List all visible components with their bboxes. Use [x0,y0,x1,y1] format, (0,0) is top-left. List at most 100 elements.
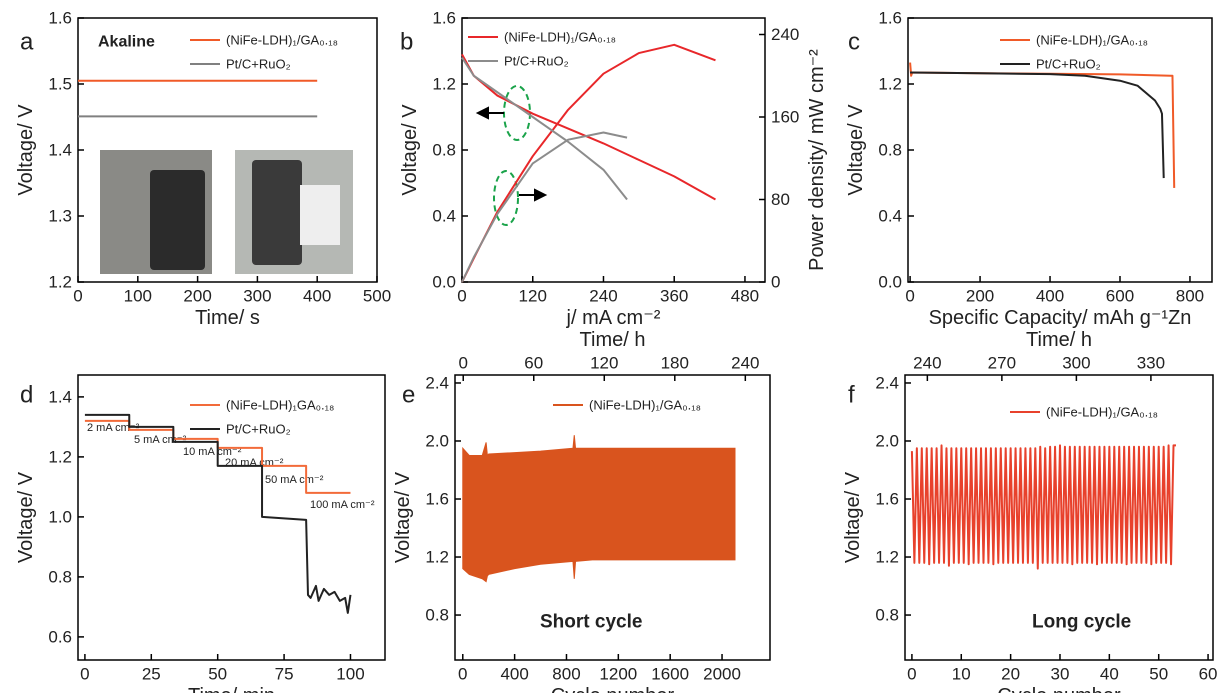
y-tick-label: 1.2 [48,447,72,466]
y-axis-label: Voltage/ V [399,104,421,196]
y-tick-label: 1.2 [425,548,449,567]
data-line [910,444,1176,570]
y-tick-label: 1.6 [432,9,456,28]
y2-tick-label: 240 [771,25,799,44]
x-tick-label: 50 [1149,665,1168,684]
legend-label: Pt/C+RuO₂ [1036,57,1101,72]
y-tick-label: 1.2 [48,273,72,292]
x2-tick-label: 300 [1062,354,1090,373]
x-tick-label: 0 [905,287,914,306]
inset-cell [300,185,340,245]
y-tick-label: 1.3 [48,207,72,226]
y-tick-label: 1.6 [48,9,72,28]
x-tick-label: 1200 [599,665,637,684]
y-tick-label: 2.4 [425,373,449,392]
x-tick-label: 0 [458,665,467,684]
x-tick-label: 0 [907,665,916,684]
y-axis-label: Voltage/ V [392,471,414,563]
x2-tick-label: 180 [661,354,689,373]
inset-meter [150,170,205,270]
y-tick-label: 0.4 [432,207,456,226]
x-tick-label: 40 [1100,665,1119,684]
x2-tick-label: 60 [524,354,543,373]
annotation: 2 mA cm⁻² [87,422,140,434]
y-tick-label: 0.8 [878,141,902,160]
y2-axis-label: Power density/ mW cm⁻² [806,49,828,271]
x-tick-label: 300 [243,287,271,306]
data-line [910,71,1165,179]
data-line [461,57,628,201]
x-tick-label: 75 [275,665,294,684]
y-tick-label: 0.6 [48,627,72,646]
y-tick-label: 2.4 [875,373,899,392]
inset-meter [252,160,302,265]
y-tick-label: 1.6 [425,490,449,509]
x-tick-label: 480 [731,287,759,306]
x-tick-label: 100 [336,665,364,684]
x-tick-label: 600 [1106,287,1134,306]
x2-axis-label: Time/ h [580,329,646,351]
legend-label: (NiFe-LDH)₁/GA₀.₁₈ [1046,405,1158,420]
y2-tick-label: 0 [771,273,780,292]
x2-tick-label: 240 [731,354,759,373]
y-tick-label: 1.0 [48,507,72,526]
y-tick-label: 0.0 [878,273,902,292]
x-tick-label: 800 [1176,287,1204,306]
legend-label: (NiFe-LDH)₁/GA₀.₁₈ [1036,33,1148,48]
x-tick-label: 30 [1051,665,1070,684]
x-tick-label: 500 [363,287,391,306]
y-axis-label: Voltage/ V [15,104,37,196]
x2-tick-label: 330 [1137,354,1165,373]
x2-axis-label: Time/ h [1026,329,1092,351]
x-tick-label: 10 [952,665,971,684]
x-tick-label: 200 [966,287,994,306]
plot-frame [454,374,771,661]
arrow [519,188,548,202]
x-axis-label: Time/ s [195,307,260,329]
plot-frame [904,374,1214,661]
x-tick-label: 400 [303,287,331,306]
y-tick-label: 1.4 [48,387,72,406]
annotation: 50 mA cm⁻² [265,474,324,486]
y-tick-label: 1.6 [878,9,902,28]
annotation: 10 mA cm⁻² [183,446,242,458]
x-tick-label: 0 [457,287,466,306]
legend-label: Pt/C+RuO₂ [226,422,291,437]
legend-label: (NiFe-LDH)₁/GA₀.₁₈ [226,33,338,48]
annotation: 20 mA cm⁻² [225,457,284,469]
x2-tick-label: 0 [458,354,467,373]
legend-label: Pt/C+RuO₂ [226,57,291,72]
y-tick-label: 1.2 [878,75,902,94]
x-tick-label: 60 [1199,665,1218,684]
y2-tick-label: 80 [771,190,790,209]
arrow [475,106,504,120]
data-band [462,435,736,583]
legend-label: (NiFe-LDH)₁GA₀.₁₈ [226,398,334,413]
x-tick-label: 240 [589,287,617,306]
x-tick-label: 400 [1036,287,1064,306]
y-tick-label: 1.5 [48,75,72,94]
y-tick-label: 1.6 [875,490,899,509]
y-tick-label: 1.2 [875,548,899,567]
x-tick-label: 0 [80,665,89,684]
y-tick-label: 2.0 [875,431,899,450]
annotation: Akaline [98,34,155,51]
annotation: Short cycle [540,612,642,633]
x2-tick-label: 120 [590,354,618,373]
data-line [461,53,716,201]
panel-label: a [20,29,34,56]
panel-label: b [400,29,413,56]
plot-frame [77,374,386,661]
legend-label: Pt/C+RuO₂ [504,54,569,69]
panel-label: e [402,382,415,409]
x-axis-label: Cycle number [551,685,675,693]
x-tick-label: 800 [552,665,580,684]
x-axis-label: Cycle number [997,685,1121,693]
x-tick-label: 25 [142,665,161,684]
y-tick-label: 2.0 [425,431,449,450]
y-tick-label: 0.8 [875,606,899,625]
x-tick-label: 200 [183,287,211,306]
y-tick-label: 1.4 [48,141,72,160]
x-tick-label: 1600 [651,665,689,684]
